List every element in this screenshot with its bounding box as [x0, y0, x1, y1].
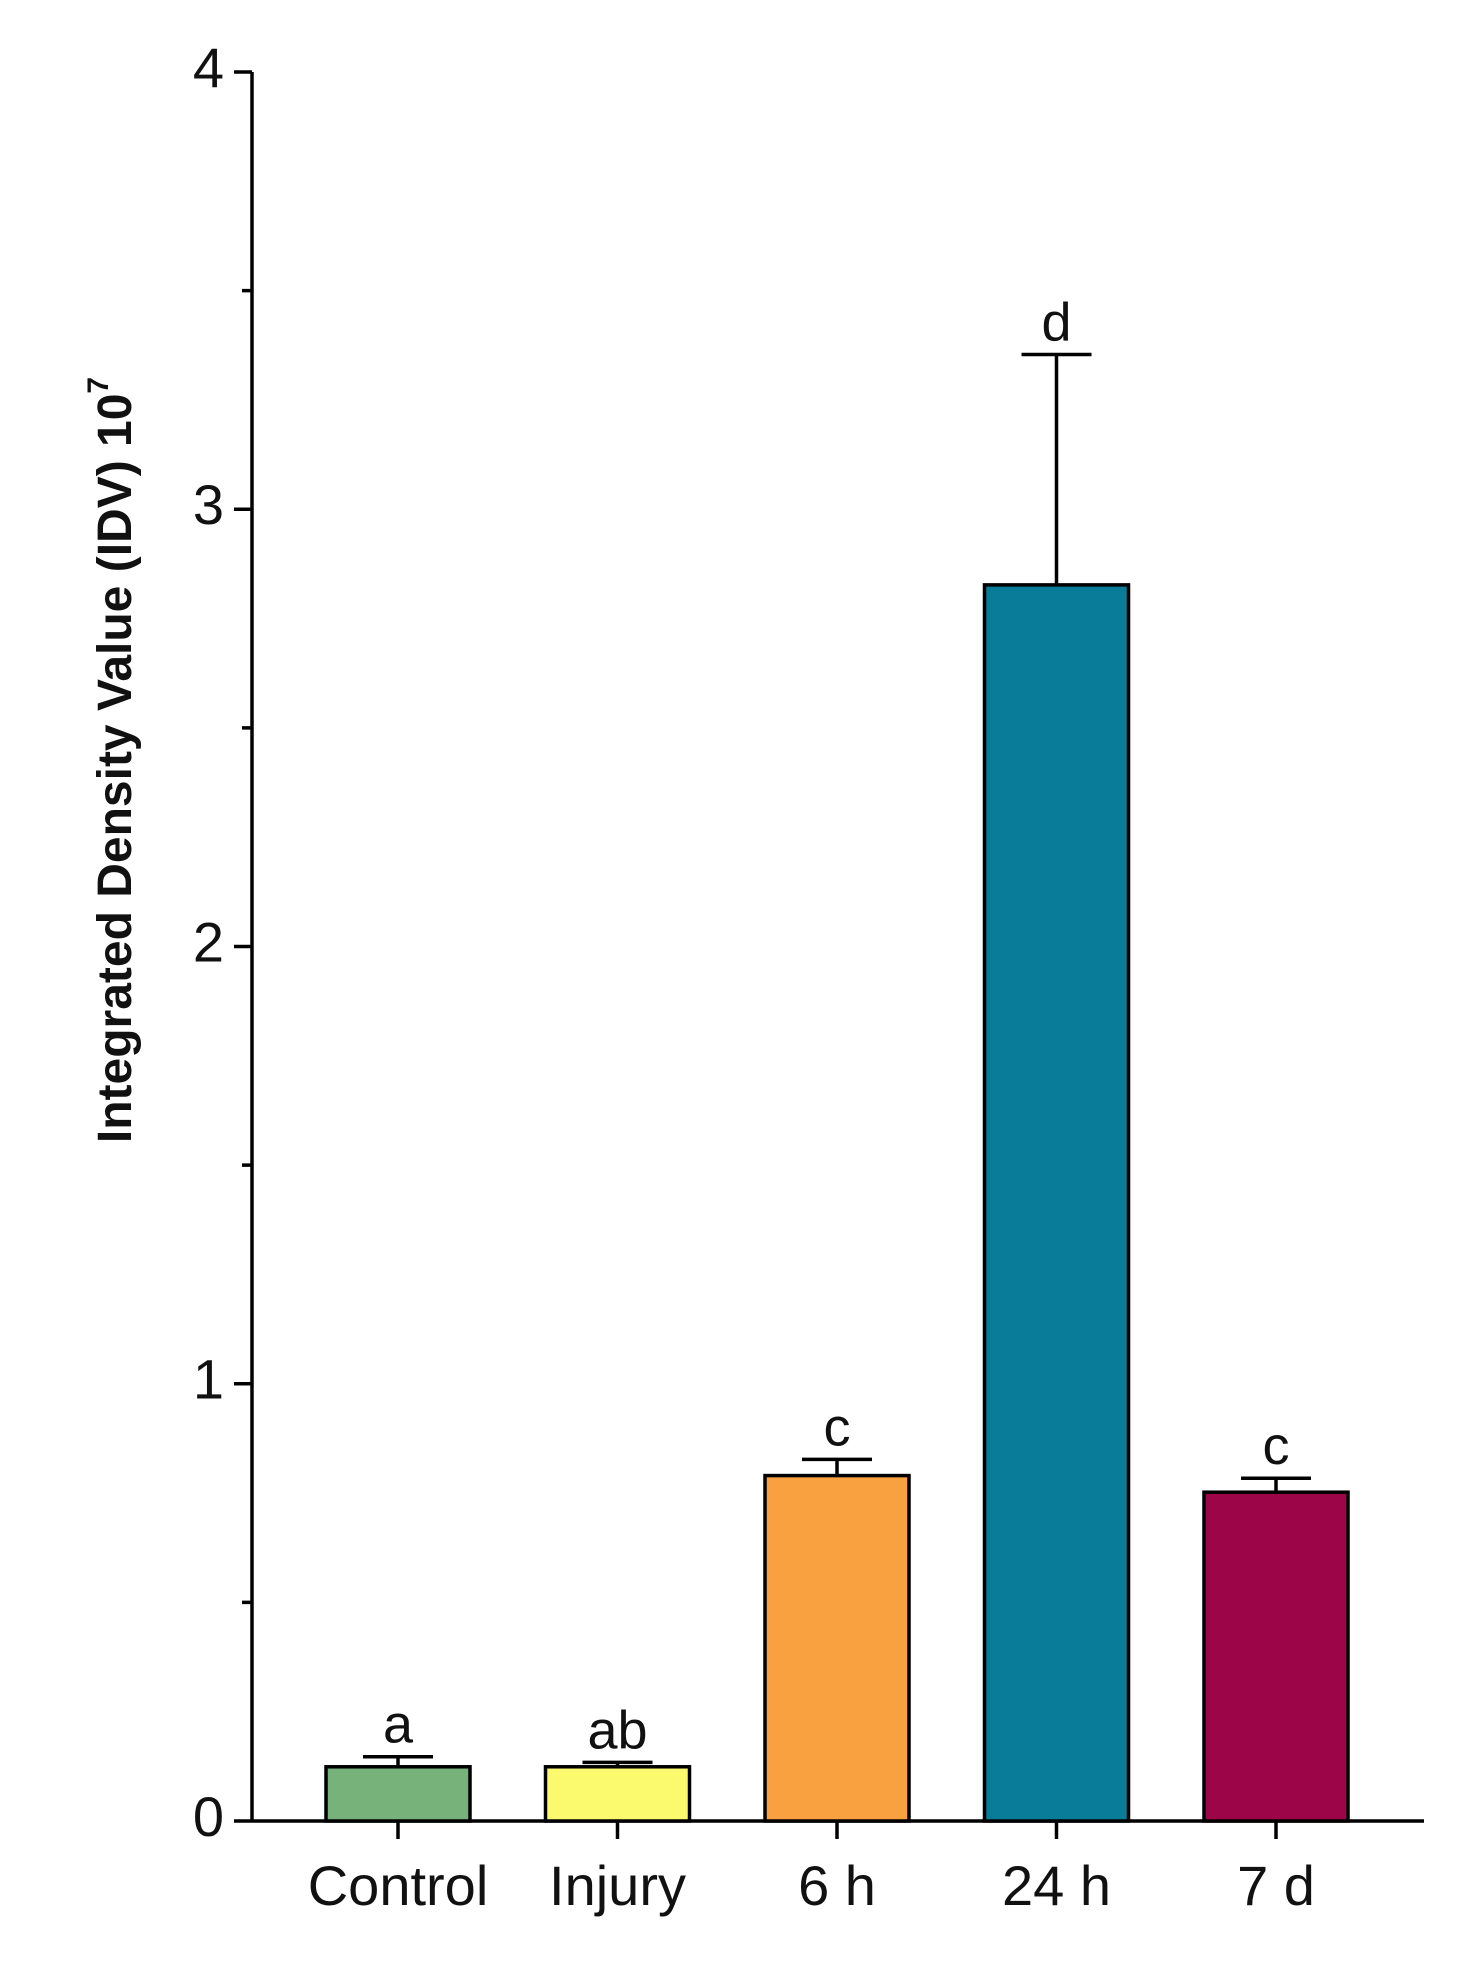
x-tick-label: 24 h — [1002, 1854, 1111, 1917]
bar — [324, 1765, 472, 1823]
significance-label: c — [824, 1397, 851, 1457]
bar — [543, 1765, 692, 1823]
y-tick-label: 0 — [193, 1785, 224, 1848]
x-tick-label: 7 d — [1237, 1854, 1315, 1917]
x-tick-label: Injury — [549, 1854, 686, 1917]
y-tick-label: 4 — [193, 36, 224, 99]
significance-label: a — [383, 1695, 414, 1755]
y-axis-label: Integrated Density Value (IDV) 107 — [82, 377, 142, 1143]
bar — [1202, 1490, 1350, 1823]
y-axis-label-text: Integrated Density Value (IDV) 10 — [89, 394, 142, 1144]
y-tick-label: 1 — [193, 1348, 224, 1411]
x-tick-label: 6 h — [798, 1854, 876, 1917]
y-axis-label-exponent: 7 — [82, 377, 115, 394]
bar — [982, 583, 1131, 1823]
significance-label: d — [1041, 292, 1071, 352]
bar — [763, 1473, 911, 1823]
y-tick-label: 3 — [193, 473, 224, 536]
significance-label: ab — [587, 1700, 647, 1760]
significance-label: c — [1263, 1416, 1290, 1476]
y-tick-label: 2 — [193, 910, 224, 973]
x-tick-label: Control — [308, 1854, 489, 1917]
